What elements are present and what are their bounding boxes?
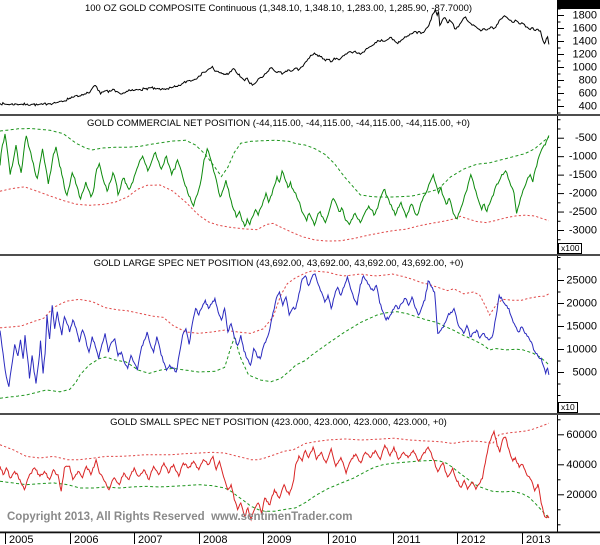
small-spec-lower-band — [0, 459, 550, 519]
panel2-title: GOLD COMMERCIAL NET POSITION (-44,115.00… — [87, 118, 470, 129]
small-spec-net-line — [0, 429, 550, 522]
panel2-multiplier-badge: x100 — [558, 243, 583, 254]
year-label: 2005 — [9, 534, 33, 545]
y-tick-label: -500 — [575, 132, 597, 144]
y-tick-label: -2500 — [569, 206, 597, 218]
small-spec-upper-band — [0, 422, 550, 461]
panel-separator — [0, 114, 600, 116]
panel-separator — [0, 413, 600, 415]
year-label: 2007 — [138, 534, 162, 545]
large-spec-lower-band — [0, 311, 550, 399]
y-tick-label: 40000 — [566, 459, 597, 471]
commercial-net-line — [0, 133, 550, 228]
y-tick-label: 1800 — [573, 10, 597, 22]
y-tick-label: 20000 — [566, 489, 597, 501]
y-tick-label: -1500 — [569, 169, 597, 181]
commercial-upper-band — [0, 128, 550, 198]
y-tick-label: 15000 — [566, 321, 597, 333]
y-tick-label: -1000 — [569, 151, 597, 163]
panel4-title: GOLD SMALL SPEC NET POSITION (423.000, 4… — [110, 417, 447, 428]
year-label: 2011 — [397, 534, 421, 545]
copyright-text: Copyright 2013, All Rights Reserved www.… — [7, 511, 353, 523]
year-label: 2008 — [203, 534, 227, 545]
commercial-lower-band — [0, 184, 550, 242]
y-tick-label: 5000 — [573, 367, 597, 379]
y-tick-label: 800 — [579, 75, 597, 87]
year-label: 2013 — [526, 534, 550, 545]
y-tick-label: 1400 — [573, 36, 597, 48]
year-label: 2010 — [332, 534, 356, 545]
x-axis-line — [0, 531, 600, 534]
large-spec-net-line — [0, 273, 550, 387]
y-tick-label: 25000 — [566, 275, 597, 287]
y-tick-label: 600 — [579, 88, 597, 100]
y-tick-label: 10000 — [566, 344, 597, 356]
panel-separator — [0, 254, 600, 256]
gold-price-line — [0, 8, 550, 107]
y-tick-label: 400 — [579, 101, 597, 113]
panel3-multiplier-badge: x10 — [558, 402, 578, 413]
year-label: 2009 — [267, 534, 291, 545]
y-tick-label: -3000 — [569, 225, 597, 237]
year-label: 2006 — [74, 534, 98, 545]
y-tick-label: -2000 — [569, 188, 597, 200]
y-tick-label: 1600 — [573, 23, 597, 35]
panel3-title: GOLD LARGE SPEC NET POSITION (43,692.00,… — [93, 258, 464, 269]
large-spec-upper-band — [0, 270, 550, 334]
panel1-title: 100 OZ GOLD COMPOSITE Continuous (1,348.… — [84, 3, 473, 14]
y-tick-label: 20000 — [566, 298, 597, 310]
y-tick-label: 1200 — [573, 49, 597, 61]
y-tick-label: 60000 — [566, 429, 597, 441]
y-tick-label: 1000 — [573, 62, 597, 74]
year-label: 2012 — [461, 534, 485, 545]
top-right-corner-box — [557, 0, 600, 9]
